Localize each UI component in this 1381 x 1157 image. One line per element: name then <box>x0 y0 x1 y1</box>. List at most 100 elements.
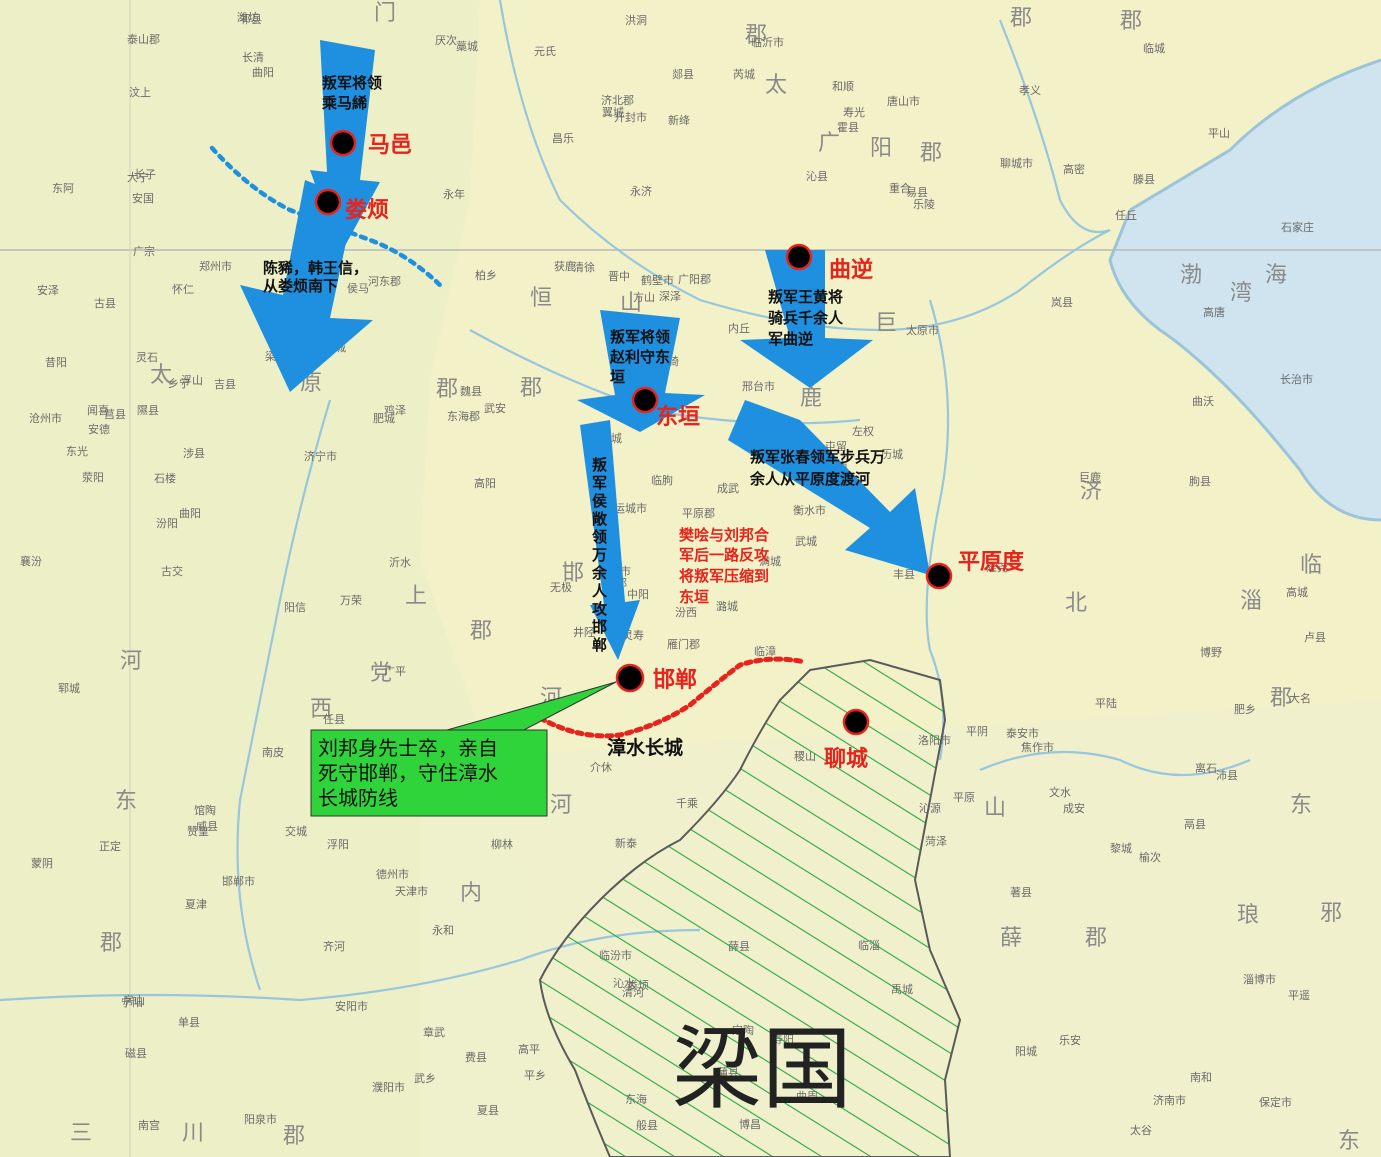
arrow-lou-fan-south <box>240 180 373 392</box>
arrow-label-han-dan: 叛 军 侯 敞 领 万 余 人 攻 邯 郸 <box>591 456 612 654</box>
bg-label: 东 <box>115 789 137 814</box>
bg-small-label: 鹤壁市 <box>641 273 674 287</box>
bg-small-label: 临城 <box>1143 41 1165 55</box>
bg-small-label: 左权 <box>852 425 874 438</box>
city-marker[interactable] <box>329 129 357 157</box>
bg-small-label: 满城 <box>759 555 781 568</box>
bg-label: 琅 <box>1237 903 1259 928</box>
bg-small-label: 无极 <box>550 580 572 594</box>
bg-small-label: 唐山市 <box>887 94 920 108</box>
bg-label: 薛 <box>1000 926 1022 951</box>
bg-small-label: 中阳 <box>627 588 649 601</box>
bg-small-label: 吉县 <box>214 378 236 391</box>
city-ping-yuan-du[interactable]: 平原度 <box>925 549 1025 590</box>
arrow-han-dan <box>580 420 640 660</box>
bg-small-label: 沛县 <box>1216 768 1238 782</box>
bg-small-label: 太谷 <box>1130 1124 1152 1137</box>
bg-small-label: 高阳 <box>474 476 496 490</box>
bg-small-label: 新绛 <box>668 113 690 127</box>
bg-small-label: 房山 <box>123 994 145 1007</box>
bg-small-label: 藁城 <box>456 40 478 53</box>
bg-small-label: 丰县 <box>893 568 915 581</box>
bg-small-label: 高平 <box>518 1042 540 1056</box>
bg-label: 郡 <box>520 376 542 401</box>
bg-small-label: 清徐 <box>573 260 595 274</box>
bg-label: 海 <box>1265 263 1287 288</box>
city-han-dan[interactable]: 邯郸 <box>615 663 697 693</box>
bg-label: 山 <box>620 291 642 316</box>
city-marker[interactable] <box>631 386 659 414</box>
bg-small-label: 方山 <box>633 290 655 304</box>
bg-small-label: 郯县 <box>672 67 694 81</box>
arrow-ping-yuan <box>728 400 930 575</box>
bg-small-label: 井陉 <box>573 625 595 639</box>
arrow-label-ma-ye: 叛军将领乘马絺 <box>321 74 382 112</box>
city-liao-cheng[interactable]: 聊城 <box>824 708 870 772</box>
bg-small-label: 广宗 <box>133 244 155 258</box>
bg-small-label: 郓城 <box>58 682 80 695</box>
city-qu-ni[interactable]: 曲逆 <box>785 243 873 283</box>
bg-small-label: 朐县 <box>1189 474 1211 488</box>
bg-small-label: 邯郸市 <box>222 874 255 888</box>
bg-small-label: 孝义 <box>1019 84 1041 97</box>
counter-attack-note: 樊哙与刘邦合 军后一路反攻 将叛军压缩到 东垣 <box>679 526 774 606</box>
arrow-labels: 叛军将领乘马絺 陈豨，韩王信，从娄烦南下 叛军王黄将骑兵千余人军曲逆 叛军将领赵… <box>263 74 885 654</box>
bg-small-label: 深泽 <box>659 290 681 303</box>
liang-state-region <box>538 658 962 1157</box>
bg-label: 郡 <box>283 1124 305 1149</box>
bg-small-label: 章武 <box>423 1025 445 1039</box>
bg-small-label: 阳信 <box>284 601 306 614</box>
bg-small-label: 厌次 <box>435 33 457 47</box>
bg-small-label: 和顺 <box>832 80 854 93</box>
arrow-qu-ni <box>740 250 873 388</box>
bg-small-label: 隰县 <box>137 404 159 417</box>
bg-small-label: 正定 <box>99 839 121 853</box>
bg-small-label: 莒县 <box>104 408 126 421</box>
bg-small-label: 乡宁 <box>168 376 190 390</box>
city-label: 娄烦 <box>345 198 389 223</box>
bg-small-label: 长子 <box>134 168 156 181</box>
city-label: 平原度 <box>958 549 1025 575</box>
bg-label: 郡 <box>436 377 458 402</box>
bg-label: 内 <box>460 881 482 906</box>
city-label: 邯郸 <box>653 667 697 693</box>
bg-small-label: 洪洞 <box>625 13 647 27</box>
bg-small-label: 黎城 <box>1110 841 1132 855</box>
city-lou-fan[interactable]: 娄烦 <box>314 188 389 223</box>
bg-small-label: 费县 <box>465 1051 487 1064</box>
bg-label: 郡 <box>745 23 767 48</box>
bg-small-label: 平乡 <box>524 1069 546 1082</box>
bg-label: 山 <box>984 796 1006 821</box>
bg-small-label: 安国 <box>132 191 154 205</box>
bg-label: 东 <box>1338 1129 1360 1154</box>
bg-small-label: 安阳市 <box>335 999 368 1013</box>
city-dong-yuan[interactable]: 东垣 <box>631 386 700 430</box>
bg-small-label: 焦作市 <box>1021 740 1054 754</box>
bg-small-label: 济北郡 <box>601 93 634 107</box>
bg-small-label: 单县 <box>178 1016 200 1029</box>
bg-label: 郡 <box>470 619 492 644</box>
city-marker[interactable] <box>785 243 813 271</box>
bg-small-label: 古县 <box>94 297 116 310</box>
bg-label: 郡 <box>1120 9 1142 34</box>
bg-small-label: 汶上 <box>129 85 151 99</box>
bg-small-label: 永济 <box>630 184 652 198</box>
bg-label: 三 <box>70 1121 92 1146</box>
bg-small-label: 天津市 <box>395 884 428 898</box>
background-labels: 门 郡 郡 郡 太 广 阳 郡 恒 山 巨 鹿 太 郡 原 郡 邯 上 党 郡 … <box>70 1 1360 1154</box>
city-marker[interactable] <box>314 188 342 216</box>
city-marker[interactable] <box>842 708 870 736</box>
bg-small-label: 元氏 <box>534 45 556 58</box>
city-ma-ye[interactable]: 马邑 <box>329 129 412 158</box>
bg-small-label: 鸡泽 <box>384 403 406 417</box>
bg-small-label: 获鹿 <box>554 259 576 273</box>
city-marker[interactable] <box>615 663 645 693</box>
bg-small-label: 长清 <box>242 51 264 64</box>
city-marker[interactable] <box>925 562 953 590</box>
bg-label: 门 <box>374 1 396 26</box>
bg-small-label: 濮阳市 <box>372 1080 405 1094</box>
bg-label: 广 <box>818 131 840 156</box>
bg-small-label: 开封市 <box>614 110 647 124</box>
bg-label: 巨 <box>875 311 897 336</box>
bg-small-label: 著县 <box>1010 885 1032 899</box>
